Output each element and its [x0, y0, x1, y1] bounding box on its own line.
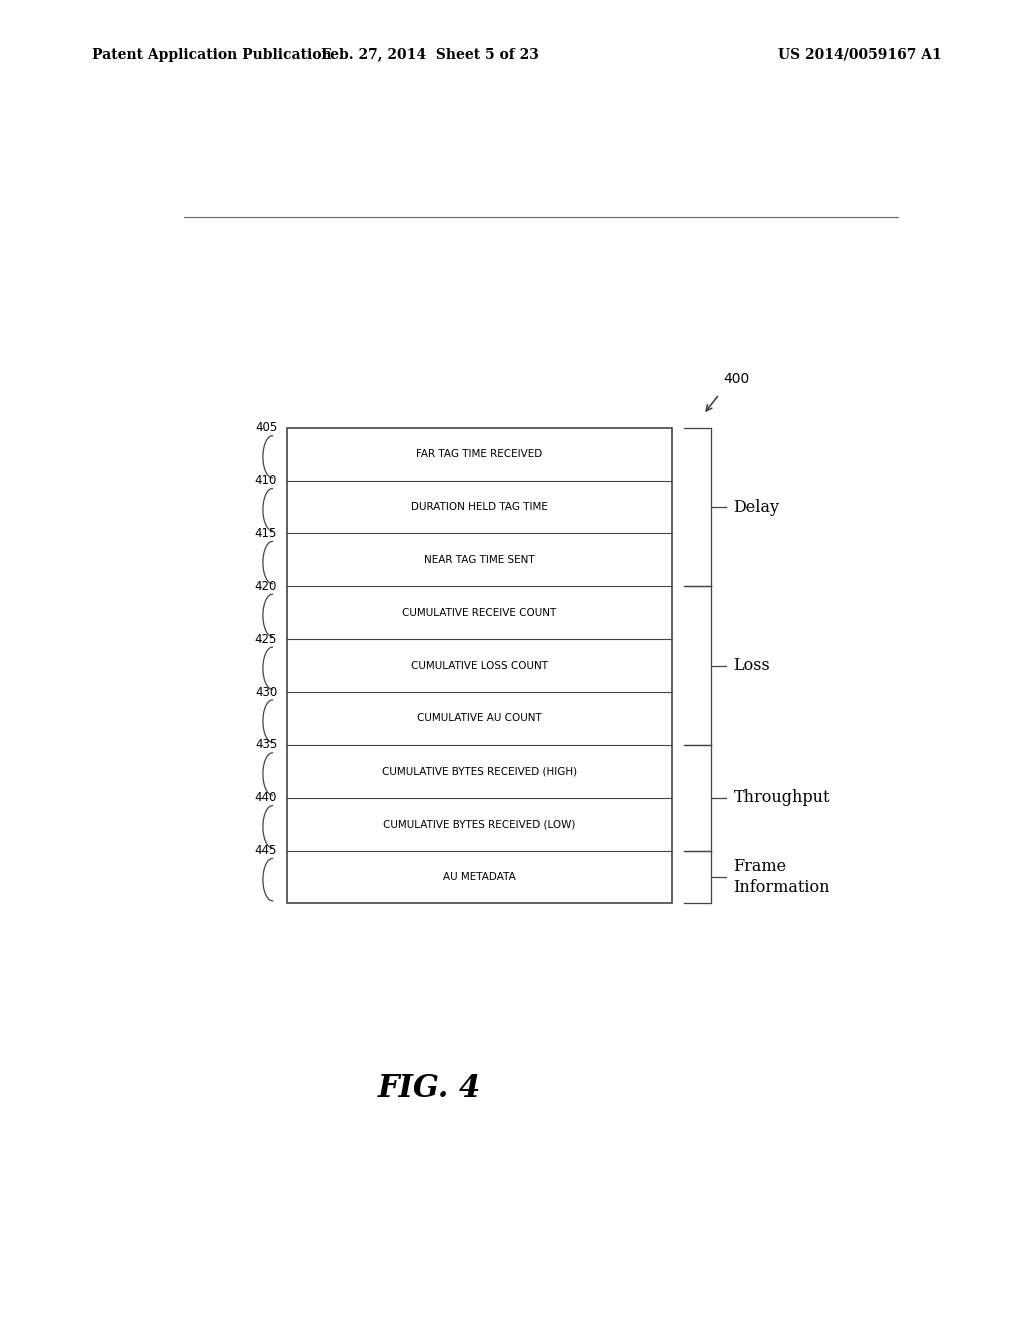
- Text: CUMULATIVE AU COUNT: CUMULATIVE AU COUNT: [417, 713, 542, 723]
- Text: NEAR TAG TIME SENT: NEAR TAG TIME SENT: [424, 554, 535, 565]
- Text: Frame
Information: Frame Information: [733, 858, 830, 896]
- Text: Patent Application Publication: Patent Application Publication: [92, 48, 332, 62]
- Text: 415: 415: [255, 527, 278, 540]
- Text: CUMULATIVE RECEIVE COUNT: CUMULATIVE RECEIVE COUNT: [402, 607, 556, 618]
- Text: 430: 430: [255, 685, 278, 698]
- Text: 400: 400: [723, 372, 750, 385]
- Text: DURATION HELD TAG TIME: DURATION HELD TAG TIME: [411, 502, 548, 512]
- Text: FIG. 4: FIG. 4: [378, 1073, 481, 1104]
- Text: Feb. 27, 2014  Sheet 5 of 23: Feb. 27, 2014 Sheet 5 of 23: [322, 48, 539, 62]
- Text: CUMULATIVE LOSS COUNT: CUMULATIVE LOSS COUNT: [411, 660, 548, 671]
- Text: CUMULATIVE BYTES RECEIVED (HIGH): CUMULATIVE BYTES RECEIVED (HIGH): [382, 767, 577, 776]
- Text: 420: 420: [255, 579, 278, 593]
- Text: US 2014/0059167 A1: US 2014/0059167 A1: [778, 48, 942, 62]
- Bar: [287, 428, 672, 903]
- Text: 405: 405: [255, 421, 278, 434]
- Text: CUMULATIVE BYTES RECEIVED (LOW): CUMULATIVE BYTES RECEIVED (LOW): [383, 820, 575, 829]
- Text: 445: 445: [255, 843, 278, 857]
- Text: 425: 425: [255, 632, 278, 645]
- Text: AU METADATA: AU METADATA: [442, 873, 515, 882]
- Text: 435: 435: [255, 738, 278, 751]
- Text: Loss: Loss: [733, 657, 770, 675]
- Text: FAR TAG TIME RECEIVED: FAR TAG TIME RECEIVED: [416, 449, 543, 459]
- Text: Throughput: Throughput: [733, 789, 830, 807]
- Text: 440: 440: [255, 791, 278, 804]
- Text: Delay: Delay: [733, 499, 779, 516]
- Text: 410: 410: [255, 474, 278, 487]
